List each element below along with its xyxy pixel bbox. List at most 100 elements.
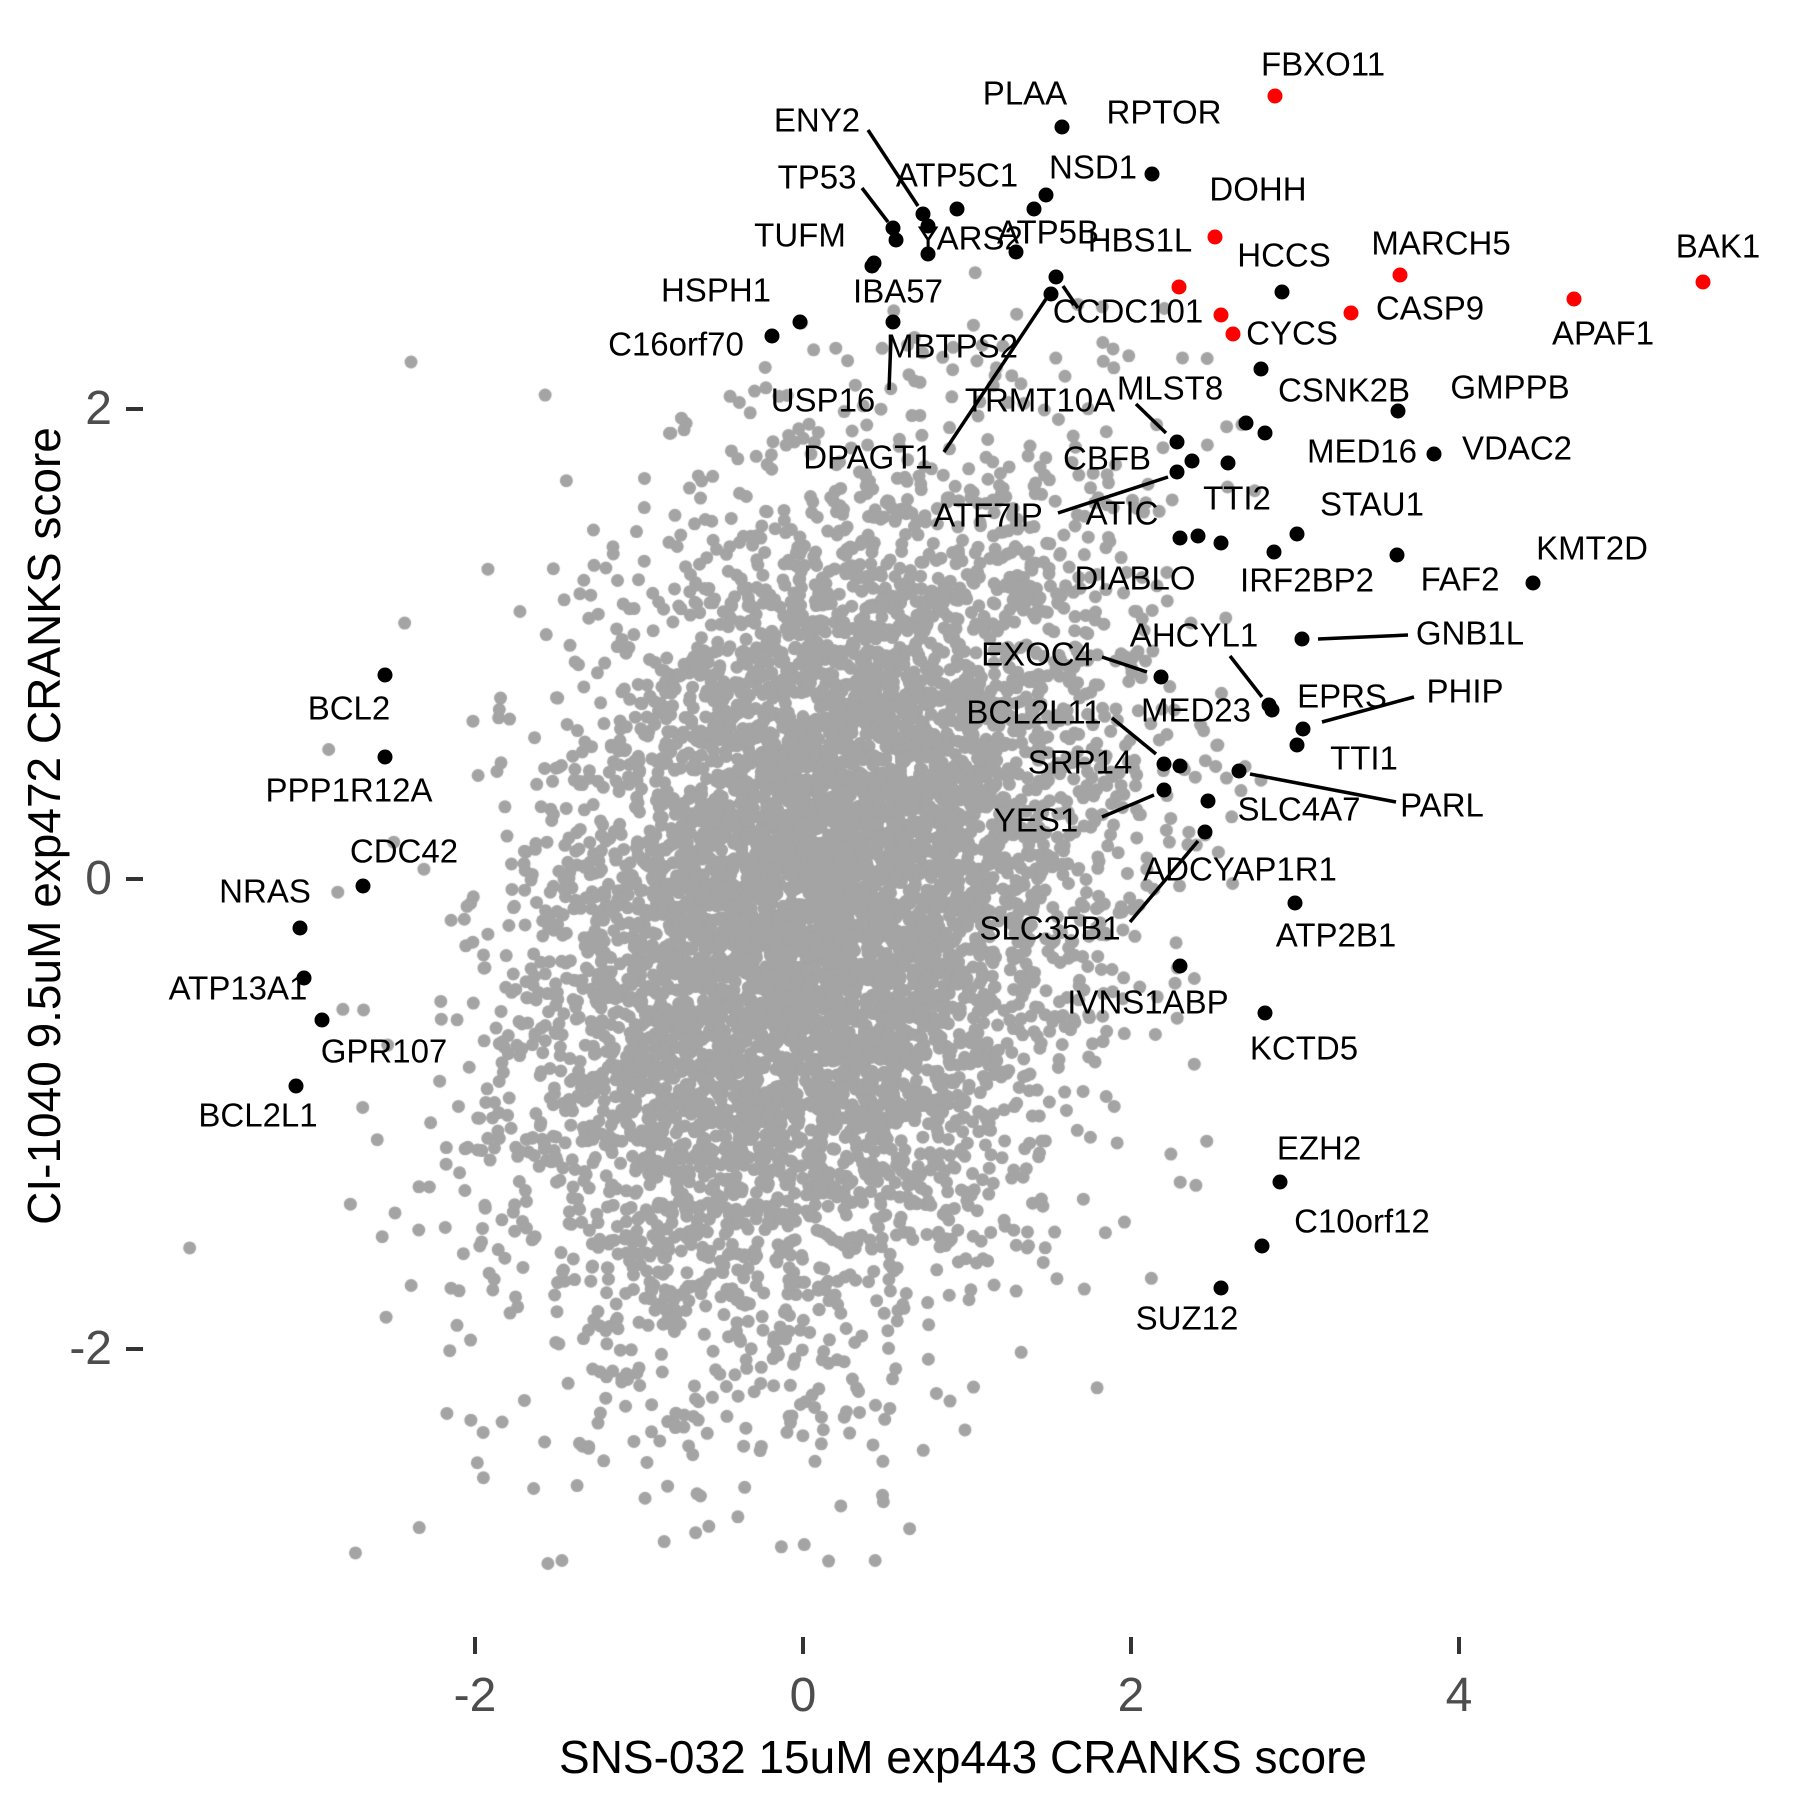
unlabeled-point-1 [920, 218, 936, 234]
leader-line-YES1 [1101, 793, 1155, 819]
gene-label-IVNS1ABP: IVNS1ABP [1067, 983, 1229, 1021]
unlabeled-point-2 [888, 232, 904, 248]
gene-point-RPTOR [1038, 187, 1054, 203]
gene-point-SLC4A7 [1200, 793, 1216, 809]
gene-label-APAF1: APAF1 [1551, 314, 1655, 352]
gene-label-SUZ12: SUZ12 [1135, 1299, 1239, 1337]
gene-label-PPP1R12A: PPP1R12A [265, 771, 433, 809]
gene-label-GNB1L: GNB1L [1415, 614, 1525, 652]
gene-label-IBA57: IBA57 [853, 272, 943, 310]
y-tick-mark-0 [126, 877, 143, 881]
gene-point-APAF1 [1566, 291, 1582, 307]
gene-label-ATP13A1: ATP13A1 [168, 969, 308, 1007]
gene-label-ATP2B1: ATP2B1 [1275, 916, 1397, 954]
leader-line-ENY2 [866, 129, 920, 207]
gene-point-DOHH [1207, 229, 1223, 245]
gene-label-PARL: PARL [1400, 786, 1484, 824]
gene-label-EPRS: EPRS [1297, 677, 1387, 715]
gene-label-SRP14: SRP14 [1027, 743, 1133, 781]
leader-line-TP53 [860, 186, 890, 224]
gene-point-ATP5B [1008, 244, 1024, 260]
gene-label-PHIP: PHIP [1426, 672, 1504, 710]
gene-label-KMT2D: KMT2D [1536, 529, 1648, 567]
x-tick-mark-4 [1457, 1637, 1461, 1654]
gene-label-ATP5C1: ATP5C1 [895, 156, 1019, 194]
leader-line-PHIP [1321, 695, 1415, 724]
gene-label-MBTPS2: MBTPS2 [885, 327, 1019, 365]
leader-line-EXOC4 [1101, 655, 1148, 674]
x-tick-label-2: 2 [1117, 1669, 1145, 1722]
leader-line-ATF7IP [1057, 475, 1169, 515]
gene-point-C10orf12 [1254, 1238, 1270, 1254]
leader-line-SLC35B1 [1128, 839, 1200, 924]
y-tick-label-2: 2 [85, 382, 112, 435]
gene-point-FAF2 [1389, 547, 1405, 563]
gene-point-ADCYAP1R1 [1197, 824, 1213, 840]
unlabeled-point-5 [1257, 425, 1273, 440]
gene-point-TTI2 [1190, 528, 1206, 544]
gene-point-IRF2BP2 [1266, 544, 1282, 560]
gene-label-USP16: USP16 [770, 381, 876, 419]
gene-label-C10orf12: C10orf12 [1294, 1202, 1430, 1240]
gene-label-STAU1: STAU1 [1320, 485, 1424, 523]
leader-line-PARL [1249, 772, 1397, 804]
gene-point-BAK1 [1695, 274, 1711, 290]
gene-label-DOHH: DOHH [1209, 170, 1307, 208]
gene-label-HSPH1: HSPH1 [660, 271, 772, 309]
gene-point-IBA57 [864, 258, 880, 274]
gene-label-CASP9: CASP9 [1375, 289, 1485, 327]
gene-point-YARS2 [920, 246, 936, 262]
gene-label-EZH2: EZH2 [1276, 1129, 1362, 1167]
gene-label-TP53: TP53 [777, 158, 857, 196]
leader-line-MLST8 [1134, 402, 1168, 435]
gene-label-VDAC2: VDAC2 [1461, 429, 1573, 467]
gene-point-NRAS [292, 920, 308, 936]
gene-label-MED23: MED23 [1140, 691, 1252, 729]
leader-line-CCDC101 [1061, 285, 1080, 309]
gene-label-ADCYAP1R1: ADCYAP1R1 [1143, 850, 1337, 888]
gene-point-HSPH1 [792, 314, 808, 330]
gene-point-HBS1L [1171, 279, 1187, 295]
leader-line-GNB1L [1317, 633, 1409, 641]
y-tick-mark--2 [126, 1347, 143, 1351]
unlabeled-point-7 [1213, 307, 1229, 323]
gene-point-STAU1 [1289, 526, 1305, 542]
x-tick-mark--2 [473, 1637, 477, 1654]
gene-point-BCL2L1 [288, 1078, 304, 1094]
gene-point-PPP1R12A [377, 749, 393, 765]
gene-point-YES1 [1156, 782, 1172, 798]
gene-point-GPR107 [314, 1012, 330, 1028]
gene-label-ATF7IP: ATF7IP [933, 496, 1043, 534]
gene-label-FBXO11: FBXO11 [1260, 45, 1386, 83]
gene-label-KCTD5: KCTD5 [1249, 1029, 1359, 1067]
y-axis-title: CI-1040 9.5uM exp472 CRANKS score [18, 427, 70, 1225]
gene-label-TRMT10A: TRMT10A [964, 381, 1116, 419]
gene-point-EZH2 [1272, 1174, 1288, 1190]
gene-point-CDC42 [355, 878, 371, 894]
gene-label-DIABLO: DIABLO [1074, 559, 1196, 597]
x-tick-label-4: 4 [1445, 1669, 1473, 1722]
gene-label-DPAGT1: DPAGT1 [803, 438, 933, 476]
x-axis-title: SNS-032 15uM exp443 CRANKS score [559, 1731, 1367, 1783]
gene-label-TTI1: TTI1 [1330, 739, 1398, 777]
gene-point-TTI1 [1289, 737, 1305, 753]
gene-point-ATP5C1 [949, 201, 965, 217]
y-tick-label-0: 0 [85, 852, 112, 905]
gene-point-USP16 [885, 314, 901, 330]
gene-label-CYCS: CYCS [1246, 314, 1338, 352]
leader-line-USP16 [887, 337, 893, 391]
gene-point-NSD1 [1144, 166, 1160, 182]
gene-label-CBFB: CBFB [1062, 439, 1152, 477]
gene-point-C16orf70 [764, 328, 780, 344]
gene-point-CSNK2B [1390, 403, 1406, 419]
unlabeled-point-6 [1253, 361, 1269, 377]
gene-point-EPRS [1295, 721, 1311, 737]
gene-point-TP53 [885, 220, 901, 236]
gene-point-PLAA [1054, 119, 1070, 135]
gene-point-ATP13A1 [296, 970, 312, 986]
x-tick-mark-0 [801, 1637, 805, 1654]
gene-point-MED16 [1426, 446, 1442, 462]
x-tick-label-0: 0 [789, 1669, 817, 1722]
